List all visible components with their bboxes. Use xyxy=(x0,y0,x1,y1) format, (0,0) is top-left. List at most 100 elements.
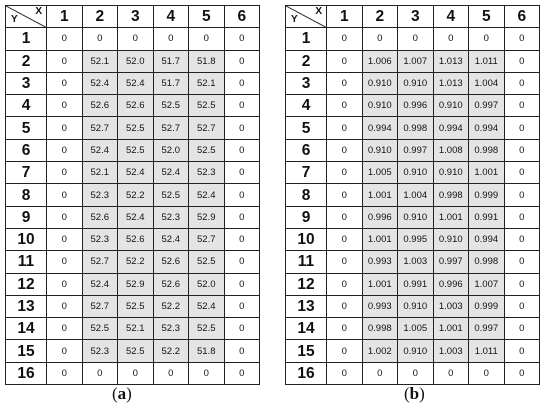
table-cell: 0 xyxy=(503,205,540,229)
table-cell: 0 xyxy=(46,294,83,319)
table-cell: 52.5 xyxy=(117,294,154,319)
row-header: 2 xyxy=(285,49,327,73)
table-cell: 0 xyxy=(223,294,260,319)
table-cell: 52.7 xyxy=(81,294,118,319)
column-header: 1 xyxy=(46,4,83,29)
table-cell: 0.999 xyxy=(468,183,505,207)
table-cell: 0.910 xyxy=(397,205,434,229)
table-cell: 0 xyxy=(223,227,260,252)
table-row: 12 0 1.001 0.991 0.996 1.007 0 xyxy=(285,272,540,296)
table-cell: 52.1 xyxy=(117,317,154,341)
table-cell: 0.991 xyxy=(468,205,505,229)
table-cell: 0 xyxy=(46,138,83,163)
column-header: 1 xyxy=(326,4,363,29)
row-header: 11 xyxy=(5,250,47,274)
table-cell: 0 xyxy=(188,361,225,386)
column-header: 2 xyxy=(361,4,398,29)
table-cell: 0.910 xyxy=(432,94,469,118)
table-cell: 51.8 xyxy=(188,339,225,363)
table-cell: 1.004 xyxy=(397,183,434,207)
table-cell: 0 xyxy=(46,27,83,51)
row-header: 6 xyxy=(285,138,327,163)
table-cell: 0 xyxy=(503,317,540,341)
table-cell: 52.1 xyxy=(81,161,118,185)
table-cell: 0 xyxy=(397,27,434,51)
table-cell: 0 xyxy=(223,161,260,185)
table-cell: 0 xyxy=(46,272,83,296)
table-cell: 1.011 xyxy=(468,339,505,363)
table-cell: 0 xyxy=(46,94,83,118)
column-header: 6 xyxy=(223,4,260,29)
table-cell: 52.5 xyxy=(188,94,225,118)
table-cell: 0 xyxy=(326,205,363,229)
table-cell: 52.3 xyxy=(81,339,118,363)
table-cell: 52.1 xyxy=(188,71,225,96)
table-cell: 0.994 xyxy=(468,116,505,140)
column-header: 4 xyxy=(152,4,189,29)
table-cell: 52.4 xyxy=(188,294,225,319)
table-cell: 52.5 xyxy=(152,94,189,118)
table-cell: 0 xyxy=(503,71,540,96)
table-cell: 0.994 xyxy=(468,227,505,252)
table-cell: 1.004 xyxy=(468,71,505,96)
table-cell: 0 xyxy=(503,116,540,140)
table-row: 5 0 0.994 0.998 0.994 0.994 0 xyxy=(285,116,540,140)
table-cell: 1.001 xyxy=(468,161,505,185)
table-cell: 0 xyxy=(46,161,83,185)
table-row: 15 0 1.002 0.910 1.003 1.011 0 xyxy=(285,339,540,363)
table-cell: 52.0 xyxy=(152,138,189,163)
table-row: 12 0 52.4 52.9 52.6 52.0 0 xyxy=(5,272,260,296)
table-cell: 0 xyxy=(46,339,83,363)
column-header: 6 xyxy=(503,4,540,29)
table-cell: 0 xyxy=(81,361,118,386)
table-cell: 52.3 xyxy=(152,317,189,341)
table-cell: 52.0 xyxy=(117,49,154,73)
table-cell: 0.997 xyxy=(468,317,505,341)
row-header: 2 xyxy=(5,49,47,73)
table-cell: 0.996 xyxy=(397,94,434,118)
table-cell: 0 xyxy=(432,27,469,51)
table-cell: 0 xyxy=(223,250,260,274)
table-cell: 52.4 xyxy=(152,227,189,252)
table-row: 16 0 0 0 0 0 0 xyxy=(5,361,260,386)
table-cell: 0 xyxy=(188,27,225,51)
table-row: 7 0 1.005 0.910 0.910 1.001 0 xyxy=(285,161,540,185)
table-cell: 1.013 xyxy=(432,49,469,73)
table-cell: 0 xyxy=(326,339,363,363)
row-header: 7 xyxy=(5,161,47,185)
table-cell: 0 xyxy=(432,361,469,386)
table-cell: 52.5 xyxy=(81,317,118,341)
table-cell: 0 xyxy=(397,361,434,386)
table-row: 5 0 52.7 52.5 52.7 52.7 0 xyxy=(5,116,260,140)
table-cell: 0 xyxy=(361,361,398,386)
table-cell: 0.998 xyxy=(468,138,505,163)
table-cell: 0.995 xyxy=(397,227,434,252)
table-cell: 0 xyxy=(326,227,363,252)
table-cell: 52.5 xyxy=(188,317,225,341)
table-cell: 52.6 xyxy=(152,272,189,296)
table-cell: 0 xyxy=(326,272,363,296)
table-cell: 0 xyxy=(503,161,540,185)
table-cell: 0 xyxy=(326,183,363,207)
table-row: 10 0 52.3 52.6 52.4 52.7 0 xyxy=(5,227,260,252)
table-cell: 52.7 xyxy=(81,116,118,140)
table-cell: 52.3 xyxy=(81,227,118,252)
caption-letter: a xyxy=(117,384,127,403)
table-cell: 1.003 xyxy=(397,250,434,274)
table-row: 7 0 52.1 52.4 52.4 52.3 0 xyxy=(5,161,260,185)
table-row: 13 0 52.7 52.5 52.2 52.4 0 xyxy=(5,294,260,319)
row-header: 1 xyxy=(285,27,327,51)
table-row: 9 0 52.6 52.4 52.3 52.9 0 xyxy=(5,205,260,229)
row-header: 8 xyxy=(5,183,47,207)
column-header: 3 xyxy=(117,4,154,29)
table-cell: 52.5 xyxy=(152,183,189,207)
y-axis-label: Y xyxy=(11,14,18,26)
table-row: 11 0 52.7 52.2 52.6 52.5 0 xyxy=(5,250,260,274)
table-cell: 0 xyxy=(223,138,260,163)
table-cell: 52.3 xyxy=(188,161,225,185)
